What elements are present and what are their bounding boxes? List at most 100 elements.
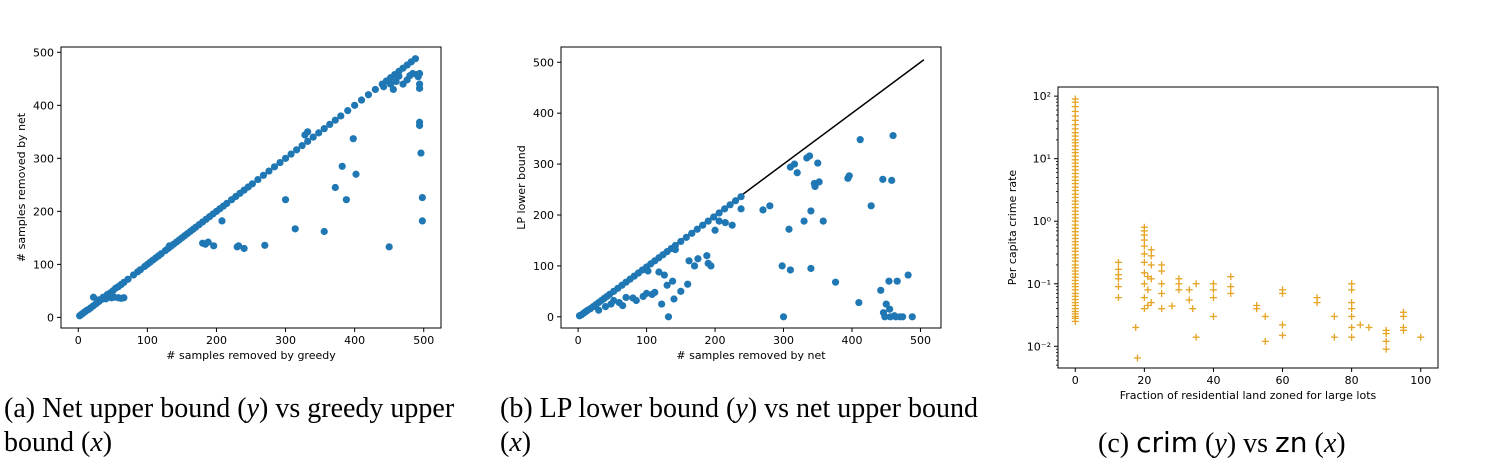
data-point (338, 162, 346, 170)
data-point (1158, 289, 1166, 297)
data-point (287, 150, 295, 158)
data-point (1192, 333, 1200, 341)
data-point (1348, 286, 1356, 294)
caption-b: (b) LP lower bound (y) vs net upper boun… (500, 392, 990, 460)
x-tick-label: 400 (841, 334, 862, 347)
data-point (856, 136, 864, 144)
y-axis-label: Per capita crime rate (1006, 170, 1019, 286)
data-point (1348, 305, 1356, 313)
data-point (1279, 321, 1287, 329)
data-point (731, 197, 740, 205)
data-point (670, 295, 678, 303)
data-point (651, 288, 659, 296)
data-point (281, 154, 290, 162)
caption-c-mid2: ) vs (1226, 428, 1276, 459)
data-point (786, 266, 794, 274)
data-point (726, 201, 734, 209)
data-point (715, 209, 723, 217)
data-point (1147, 299, 1155, 307)
data-point (1114, 283, 1122, 291)
data-point (715, 217, 723, 225)
data-point (1209, 312, 1217, 320)
x-tick-label: 0 (75, 334, 82, 347)
data-point (831, 278, 840, 286)
data-point (1140, 305, 1148, 313)
caption-c: (c) crim (y) vs zn (x) (1098, 426, 1346, 461)
data-point (886, 305, 894, 313)
y-tick-label: 10¹ (1033, 153, 1051, 166)
data-point (364, 91, 373, 99)
data-point (1356, 321, 1364, 329)
data-point (721, 205, 729, 213)
x-tick-label: 0 (1072, 374, 1079, 387)
x-tick-label: 300 (773, 334, 794, 347)
data-point (1140, 258, 1148, 266)
data-point (601, 303, 610, 311)
chart-2: 0 100 200 300 400 500 0 100 200 300 400 500 # sample… (515, 46, 942, 362)
data-point (644, 267, 652, 275)
x-tick-label: 80 (1345, 374, 1359, 387)
data-point (165, 242, 174, 250)
data-point (707, 262, 715, 270)
x-tick-label: 20 (1137, 374, 1151, 387)
y-tick-label: 100 (533, 260, 554, 273)
data-point (815, 178, 823, 186)
data-point (1365, 323, 1373, 331)
data-point (261, 241, 269, 249)
data-point (889, 131, 897, 140)
data-point (655, 268, 663, 276)
data-point (877, 286, 885, 294)
data-point (819, 217, 827, 225)
data-point (888, 176, 896, 184)
x-tick-label: 100 (1410, 374, 1431, 387)
x-tick-label: 300 (275, 334, 296, 347)
data-point (218, 217, 226, 225)
data-point (1189, 305, 1197, 313)
data-point (704, 217, 712, 225)
data-point (320, 125, 328, 133)
data-point (304, 137, 312, 145)
data-point (728, 221, 736, 229)
caption-c-mid1: ( (1198, 428, 1215, 459)
data-point (1158, 267, 1166, 275)
x-axis-label: # samples removed by greedy (166, 349, 336, 362)
data-point (619, 302, 627, 310)
data-point (1382, 337, 1390, 345)
data-point (415, 84, 424, 92)
data-point (1417, 333, 1425, 341)
data-point (893, 277, 901, 285)
x-tick-label: 500 (413, 334, 434, 347)
data-point (1114, 265, 1122, 273)
data-point (309, 133, 317, 141)
data-point (685, 257, 693, 265)
data-point (677, 237, 685, 246)
data-point (1348, 299, 1356, 307)
data-point (845, 172, 853, 180)
y-tick-label: 10² (1033, 90, 1051, 103)
data-point (814, 159, 822, 167)
data-point (693, 225, 701, 233)
caption-a-x: x (90, 427, 103, 458)
data-point (1140, 294, 1148, 302)
caption-c-prefix: (c) (1098, 428, 1137, 459)
data-point (1147, 261, 1155, 269)
y-tick-label: 400 (33, 99, 54, 112)
x-tick-label: 500 (910, 334, 931, 347)
data-point (690, 262, 699, 270)
data-point (210, 242, 218, 250)
data-point (682, 233, 690, 241)
data-point (669, 277, 677, 285)
y-tick-label: 10⁻² (1027, 340, 1051, 353)
data-point (790, 160, 799, 168)
axes-frame (60, 46, 442, 329)
caption-c-x: x (1323, 428, 1337, 459)
data-point (1158, 280, 1166, 288)
caption-c-y: y (1214, 428, 1227, 459)
data-point (1382, 345, 1390, 353)
data-point (352, 170, 360, 178)
data-point (660, 271, 668, 279)
caption-b-mid: ) vs net upper bound ( (500, 393, 978, 458)
data-point (805, 152, 814, 160)
data-point (793, 169, 801, 177)
caption-a-mid: ) vs greedy upper bound ( (4, 393, 455, 458)
